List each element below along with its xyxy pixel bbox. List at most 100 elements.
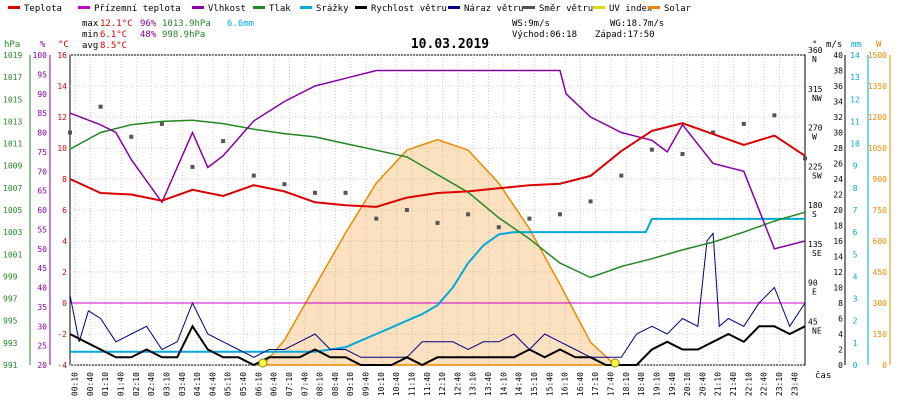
legend-label: Teplota xyxy=(24,4,62,14)
tick-label-hpa: 997 xyxy=(3,295,18,304)
wind-direction-point xyxy=(711,130,716,135)
tick-label-x: 06:40 xyxy=(270,372,279,396)
tick-label-hpa: 999 xyxy=(3,272,18,281)
tick-label-temp: 2 xyxy=(62,268,67,277)
tick-label-hpa: 1011 xyxy=(3,140,22,149)
tick-label-w: 1500 xyxy=(868,51,887,60)
tick-label-pct: 35 xyxy=(37,303,47,312)
tick-label-dir: 270 xyxy=(808,124,823,133)
legend-label: Rychlost větru xyxy=(371,4,447,14)
wind-direction-point xyxy=(680,152,685,156)
tick-label-hpa: 1001 xyxy=(3,250,22,259)
tick-label-temp: 8 xyxy=(62,175,67,184)
stat-precip: 6.6mm xyxy=(227,19,254,29)
tick-label-w: 900 xyxy=(873,175,888,184)
tick-label-x: 07:40 xyxy=(300,372,309,396)
tick-label-x: 03:10 xyxy=(163,372,172,396)
stat-min-label: min xyxy=(82,30,98,40)
series-humidity xyxy=(69,69,806,250)
tick-label-x: 18:40 xyxy=(637,372,646,396)
tick-label-x: 12:40 xyxy=(453,372,462,396)
axis-title-temp: °C xyxy=(58,40,69,50)
tick-label-x: 00:40 xyxy=(86,372,95,396)
tick-label-mm: 1 xyxy=(853,339,858,348)
tick-label-ms: 30 xyxy=(833,129,843,138)
tick-label-temp: 0 xyxy=(62,299,67,308)
tick-label-dir: 135 xyxy=(808,240,823,249)
tick-label-ms: 28 xyxy=(833,144,843,153)
legend-item: Náraz větru xyxy=(448,4,524,14)
tick-label-mm: 5 xyxy=(853,250,858,259)
tick-label-mm: 2 xyxy=(853,317,858,326)
wind-direction-point xyxy=(741,121,746,126)
tick-label-x: 21:40 xyxy=(729,372,738,396)
series-solar xyxy=(261,138,618,366)
legend-item: Teplota xyxy=(8,4,62,14)
tick-label-x: 19:10 xyxy=(653,372,662,396)
tick-label-x: 01:10 xyxy=(101,372,110,396)
legend-item: Přízemní teplota xyxy=(78,4,181,14)
legend-label: Tlak xyxy=(269,4,291,14)
axis-title-ms: m/s xyxy=(826,40,842,50)
tick-label-x: 10:10 xyxy=(377,372,386,396)
tick-label-dir-name: NW xyxy=(812,94,822,103)
tick-label-ms: 4 xyxy=(838,330,843,339)
tick-label-x: 13:10 xyxy=(469,372,478,396)
tick-label-mm: 0 xyxy=(853,361,858,370)
tick-label-mm: 8 xyxy=(853,184,858,193)
tick-label-dir-name: E xyxy=(812,288,817,297)
wind-direction-point xyxy=(374,216,379,221)
tick-label-mm: 7 xyxy=(853,206,858,215)
chart-title: 10.03.2019 xyxy=(411,37,489,52)
stat-max-temp: 12.1°C xyxy=(100,19,133,29)
legend-item: Směr větru xyxy=(523,4,593,14)
stat-min-temp: 6.1°C xyxy=(100,30,127,40)
tick-label-x: 10:40 xyxy=(392,372,401,396)
tick-label-x: 09:40 xyxy=(362,372,371,396)
tick-label-temp: 12 xyxy=(57,113,67,122)
tick-label-dir: 360 xyxy=(808,46,823,55)
tick-label-x: 11:40 xyxy=(423,372,432,396)
tick-label-mm: 10 xyxy=(850,140,860,149)
tick-label-ms: 34 xyxy=(833,98,843,107)
tick-label-pct: 90 xyxy=(37,90,47,99)
wind-direction-point xyxy=(98,104,103,109)
tick-label-dir-name: SW xyxy=(812,171,822,180)
tick-label-temp: 16 xyxy=(57,51,67,60)
legend-item: Vlhkost xyxy=(192,4,246,14)
tick-label-x: 04:10 xyxy=(193,372,202,396)
tick-label-ms: 38 xyxy=(833,67,843,76)
legend-item: UV index xyxy=(593,4,653,14)
stat-avg-temp: 8.5°C xyxy=(100,41,127,51)
wind-direction-point xyxy=(313,190,317,195)
tick-label-x: 05:40 xyxy=(239,372,248,396)
tick-label-dir: 315 xyxy=(808,85,823,94)
tick-label-ms: 16 xyxy=(833,237,843,246)
tick-label-ms: 36 xyxy=(833,82,843,91)
tick-label-x: 12:10 xyxy=(438,372,447,396)
legend-label: Náraz větru xyxy=(464,4,524,14)
tick-label-x: 19:40 xyxy=(668,372,677,396)
wind-direction-point xyxy=(649,147,654,152)
tick-label-ms: 12 xyxy=(833,268,843,277)
tick-label-ms: 18 xyxy=(833,222,843,231)
tick-label-ms: 26 xyxy=(833,160,843,169)
tick-label-mm: 9 xyxy=(853,162,858,171)
legend-swatch xyxy=(300,6,312,9)
tick-label-hpa: 1019 xyxy=(3,51,22,60)
tick-label-dir-name: NE xyxy=(812,326,822,335)
tick-label-hpa: 1015 xyxy=(3,95,22,104)
wind-direction-point xyxy=(558,212,562,217)
tick-label-x: 14:10 xyxy=(499,372,508,396)
legend-swatch xyxy=(8,6,20,9)
tick-label-x: 01:40 xyxy=(117,372,126,396)
stats-block: max 12.1°C 96% 1013.9hPa 6.6mm min 6.1°C 48% 998… xyxy=(82,19,664,51)
tick-label-x: 09:10 xyxy=(346,372,355,396)
sun-marker xyxy=(610,358,620,368)
series-wind-gust xyxy=(69,231,806,358)
wind-direction-point xyxy=(803,156,807,161)
wind-direction-point xyxy=(159,121,164,126)
tick-label-x: 11:10 xyxy=(408,372,417,396)
stat-avg-label: avg xyxy=(82,41,98,51)
